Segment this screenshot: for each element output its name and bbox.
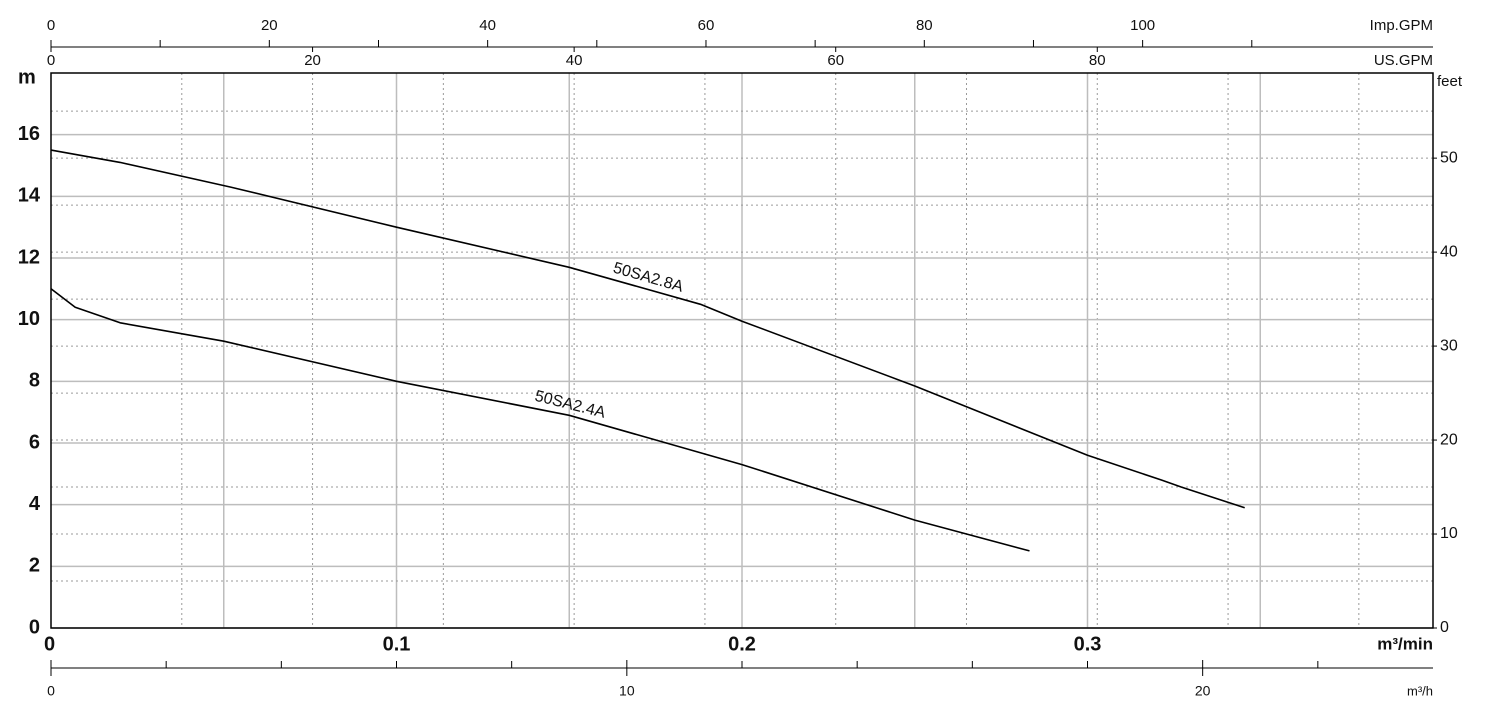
m3h-tick-label: 10 bbox=[619, 683, 635, 699]
y-tick-label: 14 bbox=[18, 185, 41, 207]
imp-tick-label: 80 bbox=[916, 17, 933, 34]
y2-tick-label: 30 bbox=[1440, 337, 1458, 354]
imp-tick-label: 40 bbox=[479, 17, 496, 34]
y-tick-label: 2 bbox=[29, 555, 40, 577]
y-tick-label: 16 bbox=[18, 123, 40, 145]
y2-axis-label: feet bbox=[1437, 73, 1463, 90]
us-tick-label: 20 bbox=[304, 52, 321, 69]
y-tick-label: 6 bbox=[29, 431, 40, 453]
imp-tick-label: 100 bbox=[1130, 17, 1155, 34]
y2-tick-label: 40 bbox=[1440, 243, 1458, 260]
us-tick-label: 60 bbox=[827, 52, 844, 69]
y-tick-label: 10 bbox=[18, 308, 40, 330]
pump-curve bbox=[50, 288, 1030, 552]
y-tick-label: 8 bbox=[29, 370, 40, 392]
x-axis-label: m³/min bbox=[1377, 634, 1433, 653]
y2-tick-label: 20 bbox=[1440, 431, 1458, 448]
m3h-tick-label: 0 bbox=[47, 683, 55, 699]
y-tick-label: 0 bbox=[29, 616, 40, 638]
y-tick-label: 12 bbox=[18, 246, 40, 268]
plot-frame bbox=[50, 72, 1434, 629]
imp-tick-label: 20 bbox=[261, 17, 278, 34]
imp-gpm-label: Imp.GPM bbox=[1370, 17, 1433, 34]
axes: 0 2 4 6 8 10 12 14 16 0 10 20 30 40 50 0 0.1 0.2 0.3 0 20 40 6… bbox=[18, 17, 1458, 699]
us-tick-label: 40 bbox=[566, 52, 583, 69]
y2-tick-label: 0 bbox=[1440, 619, 1449, 636]
x-tick-label: 0.3 bbox=[1074, 633, 1102, 655]
x-tick-label: 0.1 bbox=[383, 633, 411, 655]
us-gpm-label: US.GPM bbox=[1374, 52, 1433, 69]
y2-tick-label: 10 bbox=[1440, 525, 1458, 542]
x-tick-label: 0 bbox=[44, 633, 55, 655]
pump-curve bbox=[50, 149, 1245, 509]
imp-tick-label: 60 bbox=[698, 17, 715, 34]
y2-tick-label: 50 bbox=[1440, 149, 1458, 166]
y-axis-label: m bbox=[18, 66, 36, 88]
y-tick-label: 4 bbox=[29, 493, 41, 515]
us-tick-label: 80 bbox=[1089, 52, 1106, 69]
x-tick-label: 0.2 bbox=[728, 633, 756, 655]
grid bbox=[51, 73, 1433, 629]
us-tick-label: 0 bbox=[47, 52, 55, 69]
bottom-axis-label: m³/h bbox=[1407, 683, 1433, 698]
m3h-tick-label: 20 bbox=[1195, 683, 1211, 699]
imp-tick-label: 0 bbox=[47, 17, 55, 34]
